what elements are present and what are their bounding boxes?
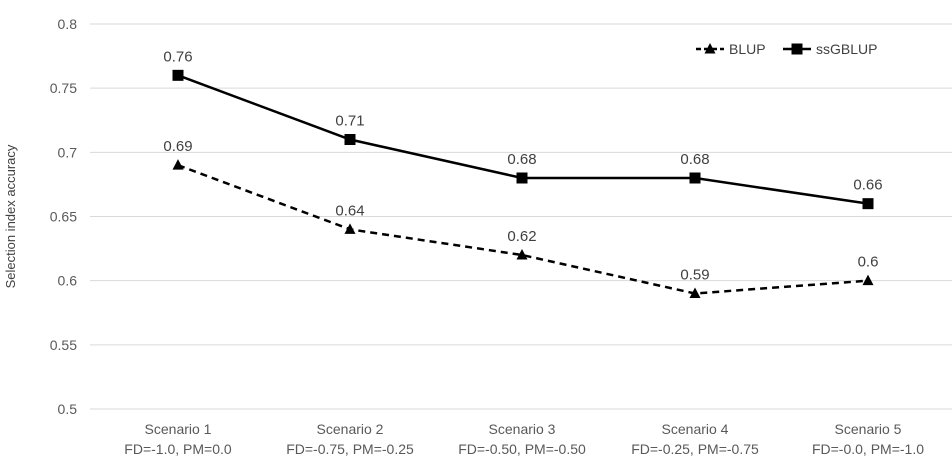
- gridlines: [90, 23, 952, 410]
- data-point-square: [516, 172, 528, 184]
- legend-label: BLUP: [729, 41, 766, 57]
- y-axis-ticks: 0.5 0.55 0.6 0.65 0.7 0.75 0.8: [50, 16, 77, 417]
- x-tick-label-line2: FD=-0.50, PM=-0.50: [458, 441, 586, 457]
- x-tick-label: Scenario 1 FD=-1.0, PM=0.0: [124, 421, 232, 457]
- y-tick-label: 0.5: [58, 401, 78, 417]
- y-tick-label: 0.75: [50, 80, 77, 96]
- data-label: 0.6: [858, 254, 879, 271]
- data-label: 0.76: [163, 48, 192, 65]
- legend-item-blup: BLUP: [696, 41, 766, 57]
- data-label: 0.62: [507, 228, 536, 245]
- data-point-triangle: [704, 43, 716, 54]
- data-point-triangle: [172, 159, 184, 170]
- x-tick-label: Scenario 5 FD=-0.0, PM=-1.0: [812, 421, 924, 457]
- series-line: [177, 74, 869, 205]
- x-tick-label-line1: Scenario 1: [145, 421, 212, 437]
- data-label: 0.59: [680, 267, 709, 284]
- x-tick-label: Scenario 4 FD=-0.25, PM=-0.75: [631, 421, 759, 457]
- data-label: 0.66: [853, 177, 882, 194]
- y-tick-label: 0.55: [50, 337, 77, 353]
- x-tick-label-line1: Scenario 3: [489, 421, 556, 437]
- y-tick-label: 0.6: [58, 273, 78, 289]
- legend: BLUP ssGBLUP: [696, 41, 877, 57]
- x-tick-label-line2: FD=-1.0, PM=0.0: [124, 441, 232, 457]
- y-tick-label: 0.8: [58, 16, 78, 32]
- x-axis-ticks: Scenario 1 FD=-1.0, PM=0.0 Scenario 2 FD=-0…: [124, 421, 924, 457]
- data-label: 0.64: [335, 202, 364, 219]
- data-point-square: [172, 69, 184, 81]
- data-point-triangle: [862, 274, 874, 286]
- x-tick-label-line1: Scenario 4: [662, 421, 729, 437]
- data-point-square: [791, 43, 803, 55]
- x-tick-label: Scenario 2 FD=-0.75, PM=-0.25: [286, 421, 414, 457]
- legend-item-ssgblup: ssGBLUP: [783, 41, 877, 57]
- y-tick-label: 0.65: [50, 209, 77, 225]
- x-tick-label-line2: FD=-0.75, PM=-0.25: [286, 441, 414, 457]
- series: 0.69 0.64 0.62 0.59 0.6 0.76 0.71 0.68 0.68 0.66: [163, 48, 883, 298]
- y-axis-title: Selection index accuracy: [3, 144, 18, 288]
- data-label: 0.71: [335, 113, 364, 130]
- x-tick-label-line1: Scenario 5: [835, 421, 902, 437]
- data-label: 0.68: [680, 151, 709, 168]
- legend-label: ssGBLUP: [816, 41, 877, 57]
- series-blup: 0.69 0.64 0.62 0.59 0.6: [163, 138, 878, 298]
- data-point-triangle: [689, 287, 701, 298]
- data-point-triangle: [344, 223, 356, 234]
- data-point-square: [689, 172, 701, 184]
- data-label: 0.69: [163, 138, 192, 155]
- x-tick-label: Scenario 3 FD=-0.50, PM=-0.50: [458, 421, 586, 457]
- data-point-triangle: [516, 249, 528, 260]
- data-label: 0.68: [507, 151, 536, 168]
- x-tick-label-line2: FD=-0.0, PM=-1.0: [812, 441, 924, 457]
- series-ssgblup: 0.76 0.71 0.68 0.68 0.66: [163, 48, 883, 210]
- series-line: [177, 163, 869, 295]
- x-tick-label-line2: FD=-0.25, PM=-0.75: [631, 441, 759, 457]
- data-point-square: [344, 134, 356, 145]
- y-tick-label: 0.7: [58, 144, 78, 160]
- data-point-square: [862, 198, 874, 210]
- x-tick-label-line1: Scenario 2: [317, 421, 384, 437]
